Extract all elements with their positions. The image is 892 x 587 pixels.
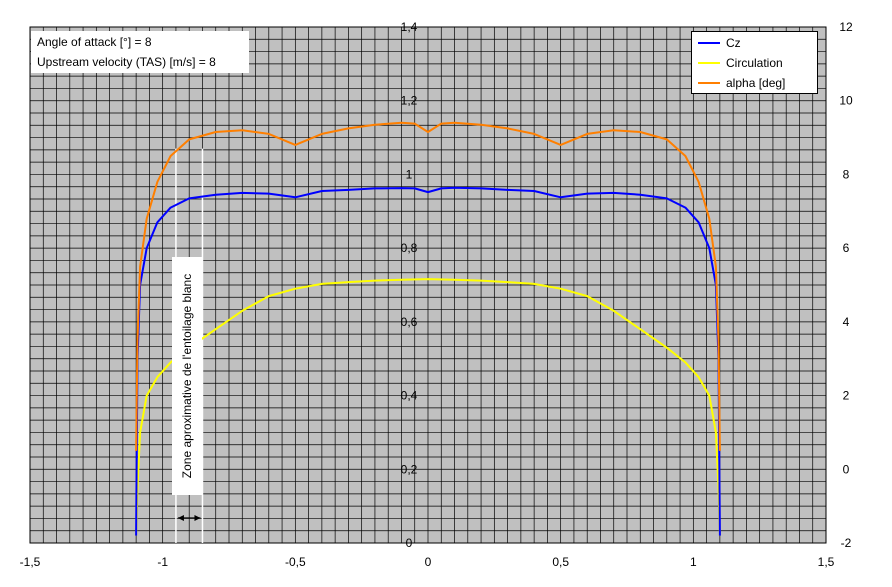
x-tick-labels: -1,5 -1 -0,5 0 0,5 1 1,5 [20, 555, 835, 569]
y-right-tick-label: -2 [841, 536, 852, 550]
x-tick-label: 0,5 [552, 555, 569, 569]
legend-label-cz: Cz [726, 36, 741, 50]
legend-item-circulation: Circulation [698, 53, 816, 73]
legend-item-cz: Cz [698, 33, 816, 53]
y-right-tick-labels: -2 0 2 4 6 8 10 12 [839, 20, 853, 550]
x-tick-label: 1,5 [818, 555, 835, 569]
zone-annotation-label: Zone aproximative de l'entoilage blanc [172, 257, 202, 495]
angle-of-attack-text: Angle of attack [°] = 8 [37, 35, 152, 49]
legend-label-alpha: alpha [deg] [726, 76, 786, 90]
y-left-tick-label: 1,2 [401, 94, 418, 108]
y-left-tick-label: 0,8 [401, 241, 418, 255]
legend-swatch-circulation [698, 62, 720, 64]
y-right-tick-label: 0 [843, 462, 850, 476]
y-left-tick-label: 0 [406, 536, 413, 550]
info-box: Angle of attack [°] = 8 Upstream velocit… [31, 31, 249, 73]
legend-label-circulation: Circulation [726, 56, 783, 70]
y-left-tick-label: 1 [406, 167, 413, 181]
y-right-tick-label: 12 [839, 20, 853, 34]
grid [29, 26, 827, 544]
x-tick-label: -0,5 [285, 555, 306, 569]
x-tick-label: -1,5 [20, 555, 41, 569]
y-right-tick-label: 6 [843, 241, 850, 255]
y-right-tick-label: 4 [843, 315, 850, 329]
legend-swatch-alpha [698, 82, 720, 84]
x-tick-label: 1 [690, 555, 697, 569]
plot-border [29, 26, 827, 544]
legend: Cz Circulation alpha [deg] [691, 31, 818, 94]
y-left-tick-labels: 0 0,2 0,4 0,6 0,8 1 1,2 1,4 [401, 20, 418, 550]
y-right-tick-label: 8 [843, 167, 850, 181]
y-left-tick-label: 0,4 [401, 389, 418, 403]
x-tick-label: -1 [157, 555, 168, 569]
legend-swatch-cz [698, 42, 720, 44]
y-left-tick-label: 0,2 [401, 462, 418, 476]
legend-item-alpha: alpha [deg] [698, 73, 816, 93]
y-right-tick-label: 10 [839, 94, 853, 108]
y-right-tick-label: 2 [843, 389, 850, 403]
zone-annotation-text: Zone aproximative de l'entoilage blanc [180, 273, 194, 479]
series-lines [135, 121, 721, 536]
x-tick-label: 0 [425, 555, 432, 569]
series-line-cz [135, 186, 721, 536]
y-left-tick-label: 1,4 [401, 20, 418, 34]
y-left-tick-label: 0,6 [401, 315, 418, 329]
zone-arrow-head-right [194, 515, 201, 521]
series-line-alpha-deg [135, 121, 721, 451]
series-line-circulation [135, 278, 721, 536]
upstream-velocity-text: Upstream velocity (TAS) [m/s] = 8 [37, 55, 216, 69]
zone-arrow-head-left [177, 515, 184, 521]
